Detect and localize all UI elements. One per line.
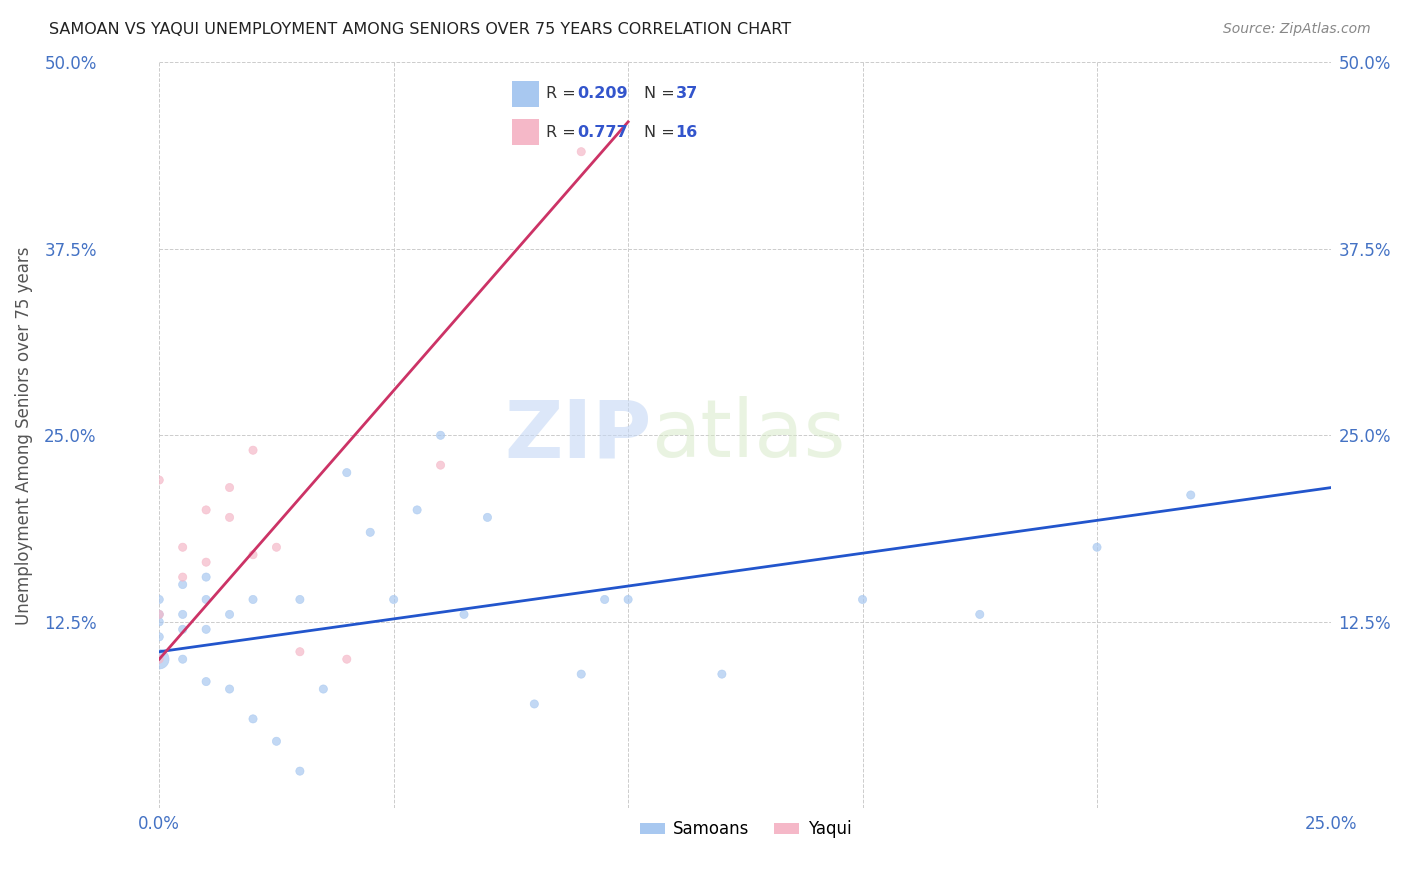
Point (266, 540, 288, 554)
Point (851, 592, 873, 607)
Point (406, 503, 429, 517)
Point (710, 667, 733, 681)
Point (172, 607, 194, 622)
Point (382, 592, 405, 607)
Point (172, 623, 194, 637)
Point (288, 645, 311, 659)
Point (266, 734, 288, 748)
Point (218, 607, 240, 622)
Legend: Samoans, Yaqui: Samoans, Yaqui (633, 814, 858, 845)
Point (148, 473, 170, 487)
Point (569, 145, 592, 159)
Point (242, 548, 264, 562)
Point (242, 592, 264, 607)
Point (195, 555, 218, 569)
Point (242, 712, 264, 726)
Point (148, 630, 170, 644)
Point (359, 525, 381, 540)
Point (195, 674, 218, 689)
Point (429, 428, 451, 442)
Text: ZIP: ZIP (505, 396, 651, 475)
Point (172, 540, 194, 554)
Point (195, 623, 218, 637)
Y-axis label: Unemployment Among Seniors over 75 years: Unemployment Among Seniors over 75 years (15, 246, 32, 624)
Point (148, 615, 170, 629)
Point (148, 652, 170, 666)
Point (312, 681, 335, 696)
Point (172, 577, 194, 591)
Point (288, 592, 311, 607)
Point (523, 697, 546, 711)
Point (336, 466, 359, 480)
Point (148, 607, 170, 622)
Point (429, 458, 451, 472)
Point (148, 607, 170, 622)
Point (1180, 488, 1202, 502)
Point (195, 503, 218, 517)
Point (969, 607, 991, 622)
Point (195, 570, 218, 584)
Text: SAMOAN VS YAQUI UNEMPLOYMENT AMONG SENIORS OVER 75 YEARS CORRELATION CHART: SAMOAN VS YAQUI UNEMPLOYMENT AMONG SENIO… (49, 22, 792, 37)
Text: Source: ZipAtlas.com: Source: ZipAtlas.com (1223, 22, 1371, 37)
Point (148, 592, 170, 607)
Point (148, 652, 170, 666)
Point (218, 481, 240, 495)
Point (617, 592, 640, 607)
Point (195, 592, 218, 607)
Point (453, 607, 475, 622)
Point (288, 764, 311, 778)
Text: atlas: atlas (651, 396, 846, 475)
Point (242, 443, 264, 458)
Point (218, 510, 240, 524)
Point (477, 510, 499, 524)
Point (172, 570, 194, 584)
Point (1085, 540, 1108, 554)
Point (336, 652, 359, 666)
Point (593, 592, 616, 607)
Point (172, 652, 194, 666)
Point (218, 681, 240, 696)
Point (569, 667, 592, 681)
